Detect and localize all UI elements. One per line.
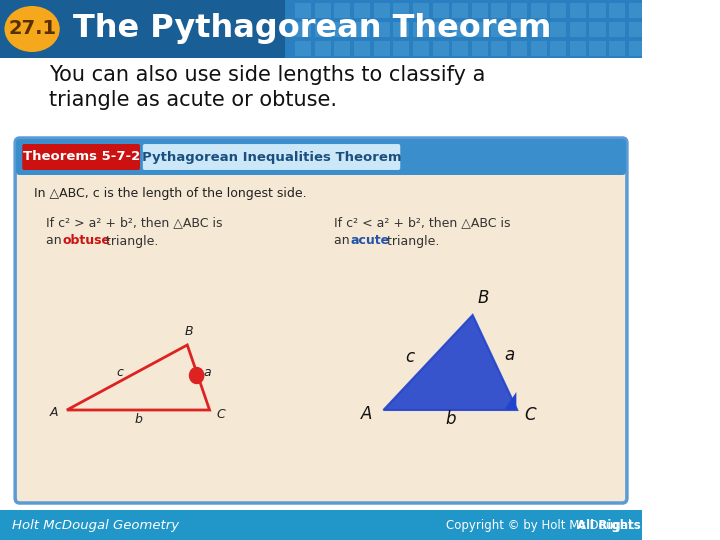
Bar bbox=[570, 22, 586, 37]
Text: c: c bbox=[117, 366, 123, 379]
Bar bbox=[334, 41, 351, 56]
Text: Pythagorean Inequalities Theorem: Pythagorean Inequalities Theorem bbox=[142, 151, 401, 164]
Polygon shape bbox=[384, 315, 517, 410]
Bar bbox=[0, 0, 642, 58]
Bar bbox=[374, 22, 390, 37]
Text: obtuse: obtuse bbox=[63, 234, 110, 247]
Text: In △ABC, c is the length of the longest side.: In △ABC, c is the length of the longest … bbox=[34, 186, 307, 199]
Bar bbox=[334, 22, 351, 37]
Bar bbox=[550, 22, 566, 37]
Bar bbox=[0, 510, 642, 540]
Bar bbox=[491, 41, 508, 56]
Bar bbox=[315, 3, 331, 18]
FancyBboxPatch shape bbox=[15, 138, 627, 503]
Bar bbox=[433, 3, 449, 18]
Bar bbox=[374, 3, 390, 18]
Bar bbox=[354, 41, 370, 56]
Bar bbox=[452, 41, 468, 56]
Text: b: b bbox=[135, 413, 142, 426]
Bar bbox=[315, 41, 331, 56]
Bar bbox=[413, 22, 429, 37]
Bar bbox=[511, 3, 527, 18]
Circle shape bbox=[189, 368, 204, 383]
Bar bbox=[354, 3, 370, 18]
Text: a: a bbox=[504, 347, 514, 364]
Text: If c² > a² + b², then △ABC is: If c² > a² + b², then △ABC is bbox=[46, 217, 223, 230]
Text: A: A bbox=[361, 405, 373, 423]
Bar bbox=[531, 41, 546, 56]
Bar bbox=[393, 41, 410, 56]
Bar bbox=[491, 22, 508, 37]
Bar bbox=[452, 3, 468, 18]
Text: B: B bbox=[478, 289, 490, 307]
Text: a: a bbox=[204, 366, 212, 379]
Bar bbox=[315, 22, 331, 37]
Bar bbox=[19, 143, 623, 171]
Bar bbox=[334, 3, 351, 18]
Bar bbox=[295, 41, 311, 56]
Text: b: b bbox=[445, 410, 456, 428]
Text: All Rights Reserved.: All Rights Reserved. bbox=[577, 518, 711, 531]
Text: 27.1: 27.1 bbox=[8, 19, 56, 38]
Ellipse shape bbox=[4, 6, 60, 52]
Text: You can also use side lengths to classify a: You can also use side lengths to classif… bbox=[49, 65, 485, 85]
Text: c: c bbox=[405, 348, 415, 367]
Bar bbox=[491, 3, 508, 18]
Bar bbox=[452, 22, 468, 37]
Bar bbox=[295, 22, 311, 37]
Text: A: A bbox=[50, 407, 58, 420]
Text: The Pythagorean Theorem: The Pythagorean Theorem bbox=[73, 14, 552, 44]
Bar bbox=[393, 22, 410, 37]
Text: an: an bbox=[46, 234, 66, 247]
Bar bbox=[590, 41, 606, 56]
FancyBboxPatch shape bbox=[22, 144, 140, 170]
Text: triangle as acute or obtuse.: triangle as acute or obtuse. bbox=[49, 90, 337, 110]
FancyBboxPatch shape bbox=[142, 143, 401, 171]
Bar bbox=[570, 3, 586, 18]
Bar bbox=[609, 22, 625, 37]
Bar bbox=[393, 3, 410, 18]
Text: B: B bbox=[185, 325, 194, 338]
Text: triangle.: triangle. bbox=[382, 234, 439, 247]
Bar bbox=[433, 22, 449, 37]
Bar bbox=[0, 0, 285, 58]
Bar bbox=[472, 3, 487, 18]
Bar bbox=[413, 3, 429, 18]
Text: C: C bbox=[217, 408, 225, 422]
Bar bbox=[531, 3, 546, 18]
Text: Theorems 5-7-2: Theorems 5-7-2 bbox=[22, 151, 140, 164]
Bar bbox=[629, 22, 644, 37]
Bar bbox=[413, 41, 429, 56]
Bar bbox=[511, 41, 527, 56]
Text: If c² < a² + b², then △ABC is: If c² < a² + b², then △ABC is bbox=[334, 217, 511, 230]
Bar bbox=[472, 22, 487, 37]
FancyBboxPatch shape bbox=[16, 139, 626, 175]
Bar bbox=[590, 3, 606, 18]
Text: Copyright © by Holt Mc Dougal.: Copyright © by Holt Mc Dougal. bbox=[446, 518, 639, 531]
Bar bbox=[609, 3, 625, 18]
Text: triangle.: triangle. bbox=[102, 234, 158, 247]
Bar bbox=[472, 41, 487, 56]
Bar bbox=[570, 41, 586, 56]
Bar bbox=[433, 41, 449, 56]
Bar bbox=[374, 41, 390, 56]
Bar bbox=[609, 41, 625, 56]
Bar bbox=[550, 3, 566, 18]
Bar bbox=[629, 41, 644, 56]
Text: C: C bbox=[524, 406, 536, 424]
Bar bbox=[550, 41, 566, 56]
Bar bbox=[511, 22, 527, 37]
Bar bbox=[590, 22, 606, 37]
Text: Holt McDougal Geometry: Holt McDougal Geometry bbox=[12, 518, 179, 531]
Polygon shape bbox=[505, 392, 516, 409]
Bar bbox=[531, 22, 546, 37]
Bar bbox=[629, 3, 644, 18]
Bar bbox=[354, 22, 370, 37]
Bar bbox=[295, 3, 311, 18]
Text: an: an bbox=[334, 234, 354, 247]
Text: acute: acute bbox=[351, 234, 390, 247]
